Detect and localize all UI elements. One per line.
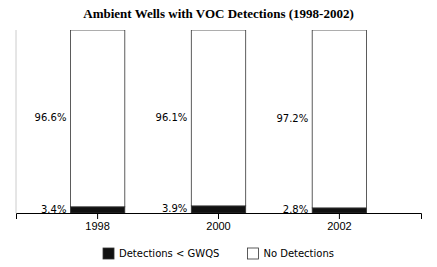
- tick-label: 1998: [85, 220, 109, 232]
- x-axis: 1998 2000 2002: [17, 213, 422, 232]
- tick-mark: [339, 213, 340, 219]
- data-label: 96.1%: [156, 112, 188, 123]
- plot: 3.4%3.9%2.8%96.6%96.1%97.2%199820002002: [16, 30, 422, 232]
- data-label: 97.2%: [276, 113, 308, 124]
- tick-mark: [218, 213, 219, 219]
- tick: 2002: [327, 213, 351, 232]
- chart: Ambient Wells with VOC Detections (1998-…: [0, 0, 437, 267]
- legend-swatch: [103, 248, 114, 259]
- bars: [70, 30, 366, 213]
- series-bars: [70, 30, 366, 208]
- tick-mark: [97, 213, 98, 219]
- legend-item: Detections < GWQS: [103, 248, 219, 259]
- data-labels: 3.4%3.9%2.8%96.6%96.1%97.2%: [35, 112, 309, 216]
- legend-item: No Detections: [247, 248, 334, 259]
- tick: 2000: [206, 213, 230, 232]
- bar: [312, 30, 366, 208]
- data-label: 96.6%: [35, 112, 67, 123]
- tick-label: 2000: [206, 220, 230, 232]
- bar: [191, 30, 245, 206]
- legend-label: No Detections: [263, 248, 334, 259]
- legend: Detections < GWQS No Detections: [103, 248, 334, 259]
- y-axis-line: [16, 30, 17, 213]
- bar: [312, 208, 366, 213]
- data-label: 3.9%: [162, 203, 187, 214]
- x-axis-line: [17, 214, 422, 220]
- bar: [70, 30, 124, 207]
- legend-swatch: [247, 248, 258, 259]
- legend-label: Detections < GWQS: [119, 248, 219, 259]
- tick-label: 2002: [327, 220, 351, 232]
- bar: [191, 206, 245, 213]
- tick: 1998: [85, 213, 109, 232]
- bar: [70, 207, 124, 213]
- title: Ambient Wells with VOC Detections (1998-…: [83, 6, 353, 21]
